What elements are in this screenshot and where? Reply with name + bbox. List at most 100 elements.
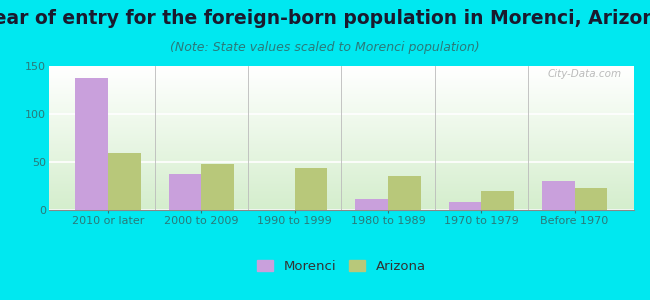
Bar — [49, 189, 634, 190]
Bar — [49, 126, 634, 127]
Bar — [49, 69, 634, 70]
Bar — [49, 116, 634, 117]
Bar — [49, 99, 634, 100]
Bar — [49, 105, 634, 106]
Bar — [49, 83, 634, 84]
Bar — [49, 156, 634, 157]
Bar — [49, 95, 634, 96]
Bar — [49, 73, 634, 74]
Bar — [49, 79, 634, 80]
Bar — [49, 101, 634, 102]
Bar — [49, 136, 634, 137]
Bar — [49, 90, 634, 91]
Bar — [49, 196, 634, 197]
Text: City-Data.com: City-Data.com — [548, 69, 622, 79]
Bar — [49, 68, 634, 69]
Bar — [49, 93, 634, 94]
Bar — [49, 143, 634, 144]
Bar — [49, 108, 634, 109]
Bar — [49, 207, 634, 208]
Bar — [49, 184, 634, 185]
Bar — [49, 166, 634, 167]
Bar — [49, 162, 634, 163]
Bar — [202, 164, 234, 210]
Bar — [49, 137, 634, 138]
Bar — [49, 130, 634, 131]
Bar — [49, 106, 634, 107]
Bar — [49, 76, 634, 77]
Bar — [49, 117, 634, 118]
Bar — [49, 176, 634, 177]
Bar — [49, 191, 634, 192]
Bar — [49, 146, 634, 147]
Bar — [49, 74, 634, 75]
Bar — [49, 81, 634, 82]
Bar — [49, 121, 634, 122]
Bar — [49, 75, 634, 76]
Bar — [49, 124, 634, 125]
Bar — [49, 196, 634, 197]
Bar — [49, 144, 634, 145]
Bar — [49, 160, 634, 161]
Bar — [49, 92, 634, 93]
Bar — [49, 172, 634, 173]
Bar — [49, 168, 634, 169]
Bar — [49, 181, 634, 182]
Bar — [49, 151, 634, 152]
Text: Year of entry for the foreign-born population in Morenci, Arizona: Year of entry for the foreign-born popul… — [0, 9, 650, 28]
Bar — [49, 173, 634, 174]
Bar — [49, 82, 634, 83]
Bar — [49, 100, 634, 101]
Bar — [49, 147, 634, 148]
Bar — [49, 71, 634, 72]
Bar — [49, 86, 634, 87]
Bar — [49, 204, 634, 205]
Bar — [49, 96, 634, 97]
Bar — [49, 102, 634, 103]
Bar — [168, 173, 202, 210]
Bar — [49, 150, 634, 151]
Bar — [49, 114, 634, 115]
Bar — [49, 158, 634, 159]
Bar — [49, 67, 634, 68]
Bar — [49, 89, 634, 90]
Bar — [49, 188, 634, 189]
Bar — [49, 201, 634, 202]
Bar — [294, 168, 327, 210]
Bar — [49, 194, 634, 195]
Bar — [49, 140, 634, 141]
Bar — [49, 164, 634, 165]
Bar — [49, 122, 634, 123]
Bar — [49, 157, 634, 158]
Bar — [49, 88, 634, 89]
Bar — [49, 111, 634, 112]
Bar — [49, 70, 634, 71]
Bar — [49, 174, 634, 175]
Bar — [49, 182, 634, 183]
Bar — [49, 198, 634, 199]
Bar — [542, 181, 575, 210]
Bar — [49, 209, 634, 210]
Text: (Note: State values scaled to Morenci population): (Note: State values scaled to Morenci po… — [170, 40, 480, 53]
Bar — [49, 190, 634, 191]
Bar — [49, 154, 634, 155]
Bar — [49, 134, 634, 135]
Bar — [388, 176, 421, 210]
Bar — [49, 133, 634, 134]
Bar — [356, 200, 388, 210]
Bar — [448, 202, 481, 210]
Bar — [49, 179, 634, 180]
Bar — [49, 183, 634, 184]
Bar — [49, 187, 634, 188]
Bar — [49, 123, 634, 124]
Bar — [49, 136, 634, 137]
Bar — [49, 169, 634, 170]
Bar — [49, 200, 634, 201]
Bar — [49, 142, 634, 143]
Bar — [49, 145, 634, 146]
Bar — [49, 112, 634, 113]
Bar — [49, 165, 634, 166]
Bar — [49, 66, 634, 67]
Bar — [49, 141, 634, 142]
Bar — [49, 163, 634, 164]
